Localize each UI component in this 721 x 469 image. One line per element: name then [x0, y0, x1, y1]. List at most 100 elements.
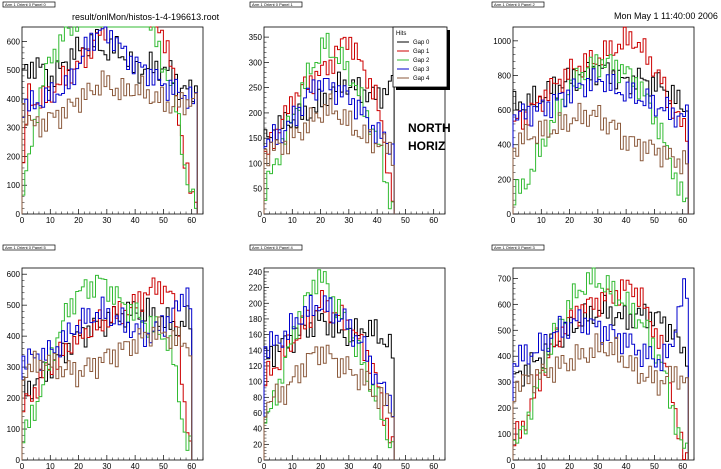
- panel-title: Arm 1 Orient 0 Panel 3: [494, 245, 535, 250]
- y-tick-label: 40: [253, 425, 262, 434]
- y-tick-label: 400: [7, 332, 21, 341]
- y-tick-label: 0: [16, 210, 21, 219]
- x-tick-label: 40: [622, 216, 631, 225]
- x-tick-label: 30: [593, 462, 602, 469]
- y-tick-label: 60: [253, 409, 262, 418]
- x-tick-label: 0: [20, 216, 25, 225]
- x-tick-label: 30: [344, 462, 353, 469]
- y-tick-label: 100: [7, 181, 21, 190]
- y-tick-label: 200: [498, 404, 512, 413]
- x-tick-label: 20: [74, 216, 83, 225]
- histogram-panel: Arm 1 Orient 0 Panel 1050100150200250300…: [249, 1, 446, 225]
- legend-entry: Gap 0: [413, 40, 430, 46]
- panel-title: Arm 1 Orient 0 Panel 4: [252, 245, 293, 250]
- y-tick-label: 20: [253, 440, 262, 449]
- panel-title-box: [249, 1, 303, 8]
- horiz-annotation: HORIZ: [408, 139, 445, 153]
- y-tick-label: 600: [7, 37, 21, 46]
- x-tick-label: 0: [511, 462, 516, 469]
- y-tick-label: 140: [249, 346, 263, 355]
- x-tick-label: 30: [102, 216, 111, 225]
- y-tick-label: 200: [249, 299, 263, 308]
- plot-frame: [263, 267, 446, 461]
- series-line: [21, 29, 198, 214]
- series-line: [21, 26, 198, 214]
- series-line: [263, 344, 395, 460]
- series-line: [512, 278, 689, 460]
- series-line: [263, 310, 395, 460]
- x-tick-label: 50: [650, 216, 659, 225]
- y-tick-label: 0: [258, 210, 263, 219]
- y-tick-label: 240: [249, 268, 263, 277]
- x-tick-label: 10: [537, 216, 546, 225]
- y-tick-label: 50: [253, 185, 262, 194]
- series-line: [21, 70, 198, 214]
- y-tick-label: 600: [498, 300, 512, 309]
- x-tick-label: 60: [678, 462, 687, 469]
- series-line: [263, 269, 395, 460]
- y-tick-label: 180: [249, 315, 263, 324]
- y-tick-label: 700: [498, 274, 512, 283]
- y-tick-label: 400: [7, 95, 21, 104]
- y-tick-label: 100: [249, 159, 263, 168]
- y-tick-label: 300: [7, 124, 21, 133]
- x-tick-label: 10: [537, 462, 546, 469]
- x-tick-label: 60: [187, 462, 196, 469]
- legend: Hits Gap 0 Gap 1 Gap 2 Gap 3 Gap 4: [392, 26, 450, 90]
- panel-title: Arm 1 Orient 0 Panel 2: [494, 2, 535, 7]
- x-tick-label: 20: [565, 462, 574, 469]
- x-tick-label: 60: [678, 216, 687, 225]
- x-tick-label: 60: [429, 462, 438, 469]
- datetime-label: Mon May 1 11:40:00 2006: [614, 11, 718, 21]
- y-tick-label: 200: [249, 109, 263, 118]
- x-tick-label: 20: [565, 216, 574, 225]
- y-tick-label: 200: [498, 175, 512, 184]
- x-tick-label: 50: [159, 462, 168, 469]
- y-tick-label: 250: [249, 84, 263, 93]
- panel-title-box: [2, 244, 56, 251]
- x-tick-label: 50: [650, 462, 659, 469]
- x-tick-label: 50: [401, 462, 410, 469]
- series-line: [512, 62, 689, 214]
- panel-title-box: [491, 1, 545, 8]
- legend-entry: Gap 2: [413, 58, 430, 64]
- x-tick-label: 10: [288, 462, 297, 469]
- x-tick-label: 20: [316, 216, 325, 225]
- series-line: [263, 32, 395, 214]
- y-tick-label: 500: [498, 326, 512, 335]
- series-line: [512, 333, 689, 460]
- y-tick-label: 800: [498, 71, 512, 80]
- series-line: [512, 279, 689, 460]
- x-tick-label: 40: [373, 462, 382, 469]
- series-line: [21, 316, 193, 460]
- x-tick-label: 0: [262, 216, 267, 225]
- series-line: [263, 36, 395, 214]
- x-tick-label: 0: [511, 216, 516, 225]
- y-tick-label: 500: [7, 301, 21, 310]
- y-tick-label: 600: [7, 270, 21, 279]
- series-line: [263, 78, 395, 214]
- panel-title-box: [491, 244, 545, 251]
- series-line: [263, 295, 395, 460]
- y-tick-label: 400: [498, 141, 512, 150]
- legend-entry: Gap 3: [413, 67, 430, 73]
- x-tick-label: 60: [429, 216, 438, 225]
- y-tick-label: 300: [7, 363, 21, 372]
- y-tick-label: 600: [498, 106, 512, 115]
- x-tick-label: 20: [316, 462, 325, 469]
- y-tick-label: 200: [7, 394, 21, 403]
- x-tick-label: 50: [401, 216, 410, 225]
- x-tick-label: 10: [46, 462, 55, 469]
- series-line: [21, 274, 193, 460]
- x-tick-label: 0: [262, 462, 267, 469]
- x-tick-label: 50: [159, 216, 168, 225]
- y-tick-label: 100: [498, 430, 512, 439]
- panels-group: Arm 1 Orient 0 Panel 0010020030040050060…: [2, 1, 695, 469]
- y-tick-label: 0: [258, 456, 263, 465]
- series-line: [263, 93, 395, 214]
- panel-title: Arm 1 Orient 0 Panel 1: [252, 2, 293, 7]
- y-tick-label: 0: [507, 456, 512, 465]
- x-tick-label: 40: [131, 216, 140, 225]
- x-tick-label: 40: [622, 462, 631, 469]
- panel-title: Arm 1 Orient 0 Panel 5: [5, 245, 46, 250]
